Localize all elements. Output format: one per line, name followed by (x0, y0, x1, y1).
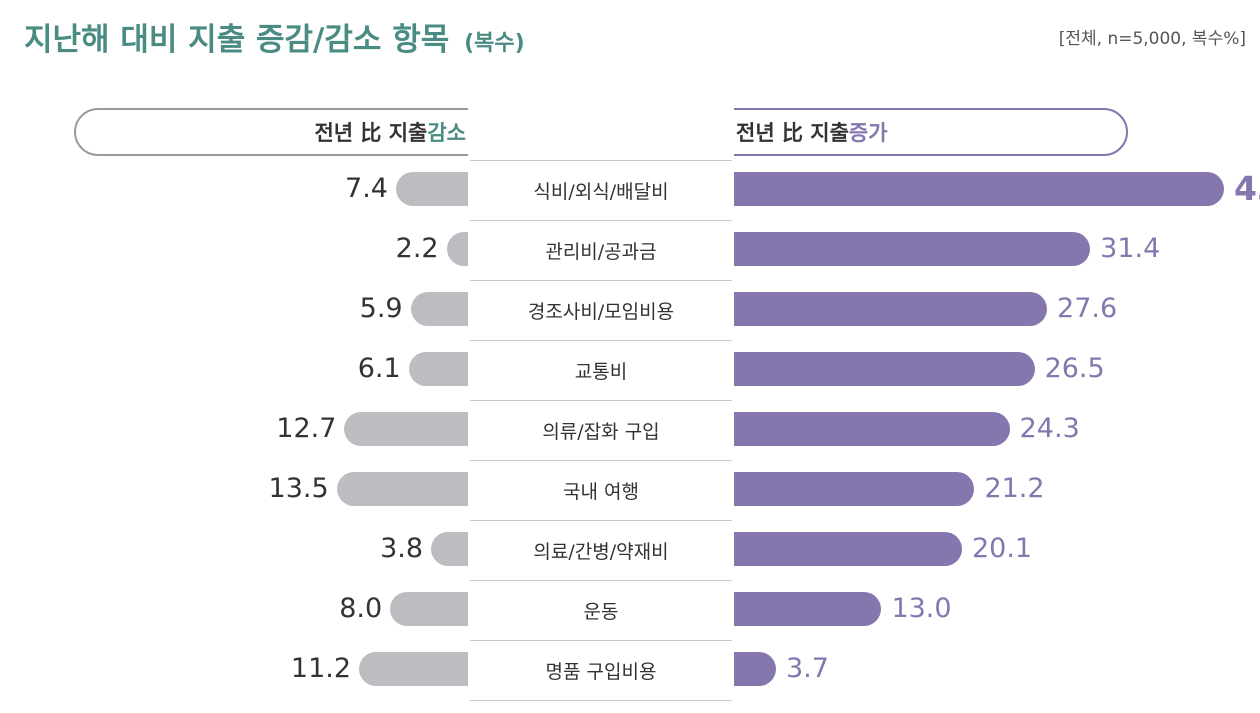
category-label: 의료/간병/약재비 (533, 540, 669, 563)
value-label-decrease: 2.2 (395, 233, 439, 264)
bar-decrease (336, 472, 468, 506)
bar-increase (734, 352, 1035, 386)
row-separator (470, 160, 732, 161)
row-separator (470, 400, 732, 401)
value-label-increase: 26.5 (1044, 353, 1105, 384)
sample-note: [전체, n=5,000, 복수%] (1058, 29, 1246, 49)
value-label-decrease: 3.8 (380, 533, 424, 564)
category-label: 교통비 (574, 360, 628, 383)
row-separator (470, 640, 732, 641)
bar-decrease (431, 532, 468, 566)
row-separator (470, 220, 732, 221)
bar-decrease (359, 652, 468, 686)
value-label-decrease: 12.7 (276, 413, 337, 444)
category-label: 운동 (583, 600, 619, 623)
row-separator (470, 280, 732, 281)
value-label-increase: 31.4 (1100, 233, 1161, 264)
category-label: 경조사비/모임비용 (527, 300, 675, 323)
row-separator (470, 520, 732, 521)
legend-increase: 전년 比 지출 증가 (708, 108, 1128, 156)
value-label-increase: 43.2 (1234, 169, 1260, 208)
bar-increase (734, 172, 1224, 206)
legend-decrease-prefix: 전년 比 지출 (314, 121, 428, 145)
bar-decrease (408, 352, 468, 386)
value-label-decrease: 11.2 (290, 653, 352, 684)
bar-decrease (446, 232, 468, 266)
value-label-increase: 13.0 (891, 593, 952, 624)
bar-decrease (396, 172, 468, 206)
bar-decrease (344, 412, 468, 446)
value-label-decrease: 6.1 (357, 353, 401, 384)
bar-decrease (410, 292, 468, 326)
bar-increase (734, 532, 962, 566)
category-label: 국내 여행 (563, 480, 639, 503)
value-label-decrease: 5.9 (359, 293, 403, 324)
row-separator (470, 700, 732, 701)
chart-title-main: 지난해 대비 지출 증감/감소 항목 (24, 22, 450, 58)
chart-title: 지난해 대비 지출 증감/감소 항목 (복수) (24, 14, 525, 59)
category-label: 식비/외식/배달비 (533, 180, 669, 203)
value-label-decrease: 8.0 (339, 593, 383, 624)
value-label-increase: 3.7 (785, 653, 829, 684)
bar-decrease (390, 592, 468, 626)
row-separator (470, 340, 732, 341)
value-label-increase: 21.2 (984, 473, 1045, 504)
value-label-increase: 24.3 (1019, 413, 1080, 444)
value-label-decrease: 13.5 (268, 473, 329, 504)
bar-increase (734, 412, 1010, 446)
bar-increase (734, 232, 1091, 266)
legend-decrease: 전년 比 지출 감소 (74, 108, 494, 156)
legend-decrease-keyword: 감소 (427, 121, 466, 145)
category-label: 명품 구입비용 (545, 660, 657, 683)
bar-increase (734, 292, 1048, 326)
value-label-increase: 20.1 (971, 533, 1033, 564)
row-separator (470, 460, 732, 461)
value-label-increase: 27.6 (1057, 293, 1118, 324)
category-label: 의류/잡화 구입 (542, 420, 660, 443)
bar-increase (734, 472, 975, 506)
bar-increase (734, 652, 776, 686)
legend-increase-keyword: 증가 (848, 121, 888, 145)
category-label: 관리비/공과금 (545, 240, 657, 263)
legend-increase-prefix: 전년 比 지출 (736, 121, 849, 145)
chart-title-sub: (복수) (464, 31, 525, 56)
bar-increase (734, 592, 882, 626)
row-separator (470, 580, 732, 581)
category-column (468, 100, 734, 713)
value-label-decrease: 7.4 (345, 173, 388, 204)
